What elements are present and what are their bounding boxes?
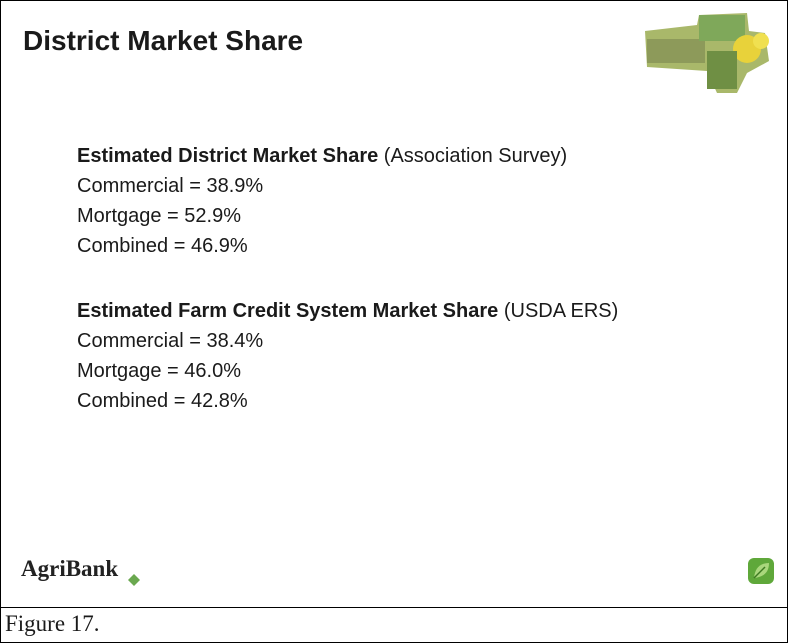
line: Mortgage = 46.0% xyxy=(77,356,618,386)
line: Commercial = 38.9% xyxy=(77,171,567,201)
leaf-icon xyxy=(747,557,775,585)
heading: Estimated Farm Credit System Market Shar… xyxy=(77,300,498,322)
logo-text: AgriBank xyxy=(21,556,118,581)
section-heading: Estimated District Market Share (Associa… xyxy=(77,141,567,171)
slide-title: District Market Share xyxy=(23,25,303,57)
logo: AgriBank xyxy=(21,556,118,582)
line: Commercial = 38.4% xyxy=(77,326,618,356)
heading: Estimated District Market Share xyxy=(77,145,378,167)
logo-mark xyxy=(127,573,141,587)
line: Combined = 46.9% xyxy=(77,231,567,261)
section: Estimated District Market Share (Associa… xyxy=(77,141,567,261)
map-image xyxy=(637,11,783,96)
section-heading: Estimated Farm Credit System Market Shar… xyxy=(77,296,618,326)
line: Mortgage = 52.9% xyxy=(77,201,567,231)
source: (USDA ERS) xyxy=(504,300,618,322)
caption: Figure 17. xyxy=(5,611,100,637)
slide: District Market Share Estimated District… xyxy=(1,1,787,608)
page: District Market Share Estimated District… xyxy=(0,0,788,643)
line: Combined = 42.8% xyxy=(77,386,618,416)
source: (Association Survey) xyxy=(384,145,567,167)
section: Estimated Farm Credit System Market Shar… xyxy=(77,296,618,416)
